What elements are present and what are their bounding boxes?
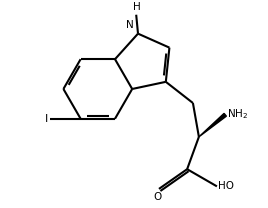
Text: O: O [153,192,161,202]
Text: H: H [133,2,141,12]
Text: NH$_2$: NH$_2$ [227,107,248,121]
Text: I: I [45,114,48,124]
Polygon shape [199,113,226,137]
Text: N: N [126,20,134,30]
Text: HO: HO [218,181,234,191]
